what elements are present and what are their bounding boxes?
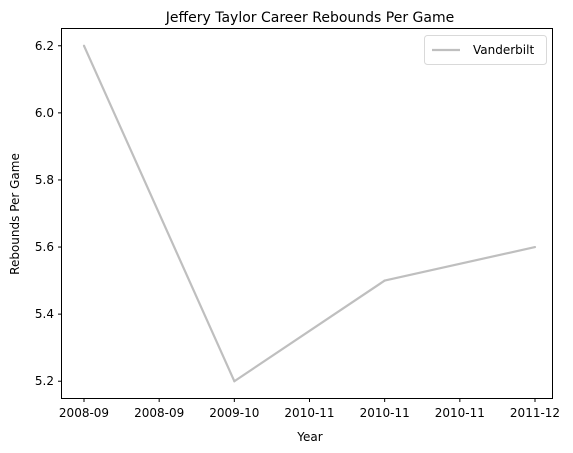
x-tick-label: 2011-12 [510,406,560,420]
x-axis: 2008-09 2008-09 2009-10 2010-11 2010-11 2010-… [59,398,560,420]
x-tick-label: 2010-11 [360,406,410,420]
y-tick-label: 5.4 [35,307,54,321]
y-tick-label: 6.2 [35,39,54,53]
chart-title: Jeffery Taylor Career Rebounds Per Game [165,10,454,26]
data-point [533,245,537,249]
data-point [82,44,86,47]
x-axis-label: Year [296,430,322,444]
series-layer [82,44,537,383]
y-tick-label: 5.8 [35,173,54,187]
legend-label-vanderbilt: Vanderbilt [473,43,534,57]
y-tick-label: 5.6 [35,240,54,254]
y-tick-label: 6.0 [35,106,54,120]
series-line-vanderbilt [82,45,536,383]
x-tick-label: 2010-11 [284,406,334,420]
plot-area-frame [61,28,553,399]
x-tick-label: 2008-09 [59,406,109,420]
y-axis: 5.2 5.4 5.6 5.8 6.0 6.2 [35,39,62,388]
y-tick-label: 5.2 [35,374,54,388]
legend: Vanderbilt [424,35,547,65]
data-point [233,380,236,383]
data-point [383,279,386,282]
legend-box [424,35,547,65]
y-axis-label: Rebounds Per Game [8,153,22,275]
x-tick-label: 2009-10 [209,406,259,420]
x-tick-label: 2008-09 [134,406,184,420]
x-tick-label: 2010-11 [435,406,485,420]
